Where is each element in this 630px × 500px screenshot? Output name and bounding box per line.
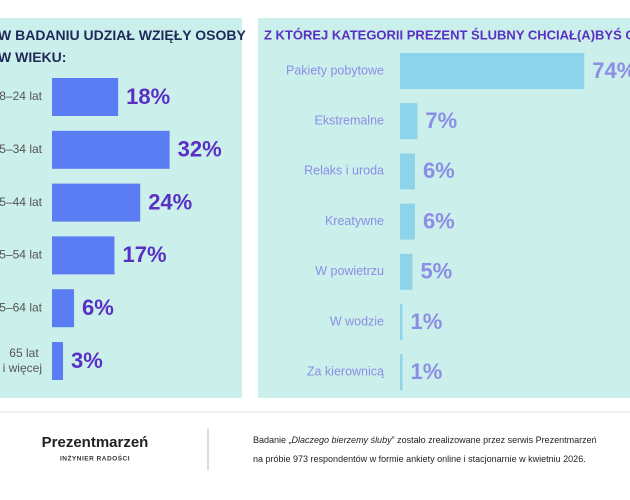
bar <box>52 130 170 169</box>
bar <box>400 53 585 89</box>
note-part: Badanie „ <box>253 435 292 445</box>
bar <box>400 203 415 240</box>
category-label: 55–64 lat <box>0 300 43 314</box>
category-label: W wodzie <box>330 314 384 328</box>
bar <box>52 289 75 328</box>
value-label: 1% <box>410 359 442 384</box>
category-label: 18–24 lat <box>0 89 43 103</box>
value-label: 1% <box>410 309 442 334</box>
bar <box>400 354 403 391</box>
value-label: 32% <box>178 137 222 162</box>
bar <box>400 304 403 340</box>
value-label: 6% <box>82 295 114 320</box>
value-label: 3% <box>71 348 103 373</box>
value-label: 5% <box>420 259 452 284</box>
value-label: 24% <box>148 189 192 214</box>
category-line: 65 lat <box>9 346 42 360</box>
category-label: Pakiety pobytowe <box>286 63 384 77</box>
footer-note: Badanie „Dlaczego bierzemy śluby” został… <box>253 435 597 445</box>
category-label: 45–54 lat <box>0 248 43 262</box>
category-line: i więcej <box>3 361 42 375</box>
note-part: na próbie 973 respondentów w formie anki… <box>253 454 586 464</box>
category-label: Kreatywne <box>325 214 384 228</box>
bar <box>52 236 115 275</box>
bar <box>52 183 141 222</box>
bar <box>52 342 64 380</box>
bar <box>400 103 418 140</box>
value-label: 7% <box>425 108 457 133</box>
tagline: INŻYNIER RADOŚCI <box>60 454 130 463</box>
note-part: ” zostało zrealizowane przez serwis Prez… <box>392 435 597 445</box>
footer-note: na próbie 973 respondentów w formie anki… <box>253 454 586 464</box>
value-label: 74% <box>592 58 630 83</box>
category-label: Za kierownicą <box>307 364 384 378</box>
chart-title: W BADANIU UDZIAŁ WZIĘŁY OSOBY W WIEKU: <box>0 27 249 65</box>
value-label: 17% <box>122 242 166 267</box>
category-label: Ekstremalne <box>315 113 385 127</box>
category-label: 35–44 lat <box>0 195 43 209</box>
value-label: 18% <box>126 84 170 109</box>
logo: Prezentmarzeń <box>42 434 149 451</box>
category-label: Relaks i uroda <box>304 164 384 178</box>
category-label: 25–34 lat <box>0 142 43 156</box>
bar <box>52 78 119 116</box>
title-line: W WIEKU: <box>0 49 66 65</box>
bar <box>400 153 415 190</box>
chart-title: Z KTÓREJ KATEGORII PREZENT ŚLUBNY CHCIAŁ… <box>264 27 630 42</box>
value-label: 6% <box>423 158 455 183</box>
category-label: 65 lat i więcej <box>3 346 42 375</box>
note-part: Dlaczego bierzemy śluby <box>292 435 393 445</box>
bar <box>400 253 413 290</box>
category-label: W powietrzu <box>315 264 384 278</box>
title-line: W BADANIU UDZIAŁ WZIĘŁY OSOBY <box>0 27 249 43</box>
value-label: 6% <box>423 208 455 233</box>
